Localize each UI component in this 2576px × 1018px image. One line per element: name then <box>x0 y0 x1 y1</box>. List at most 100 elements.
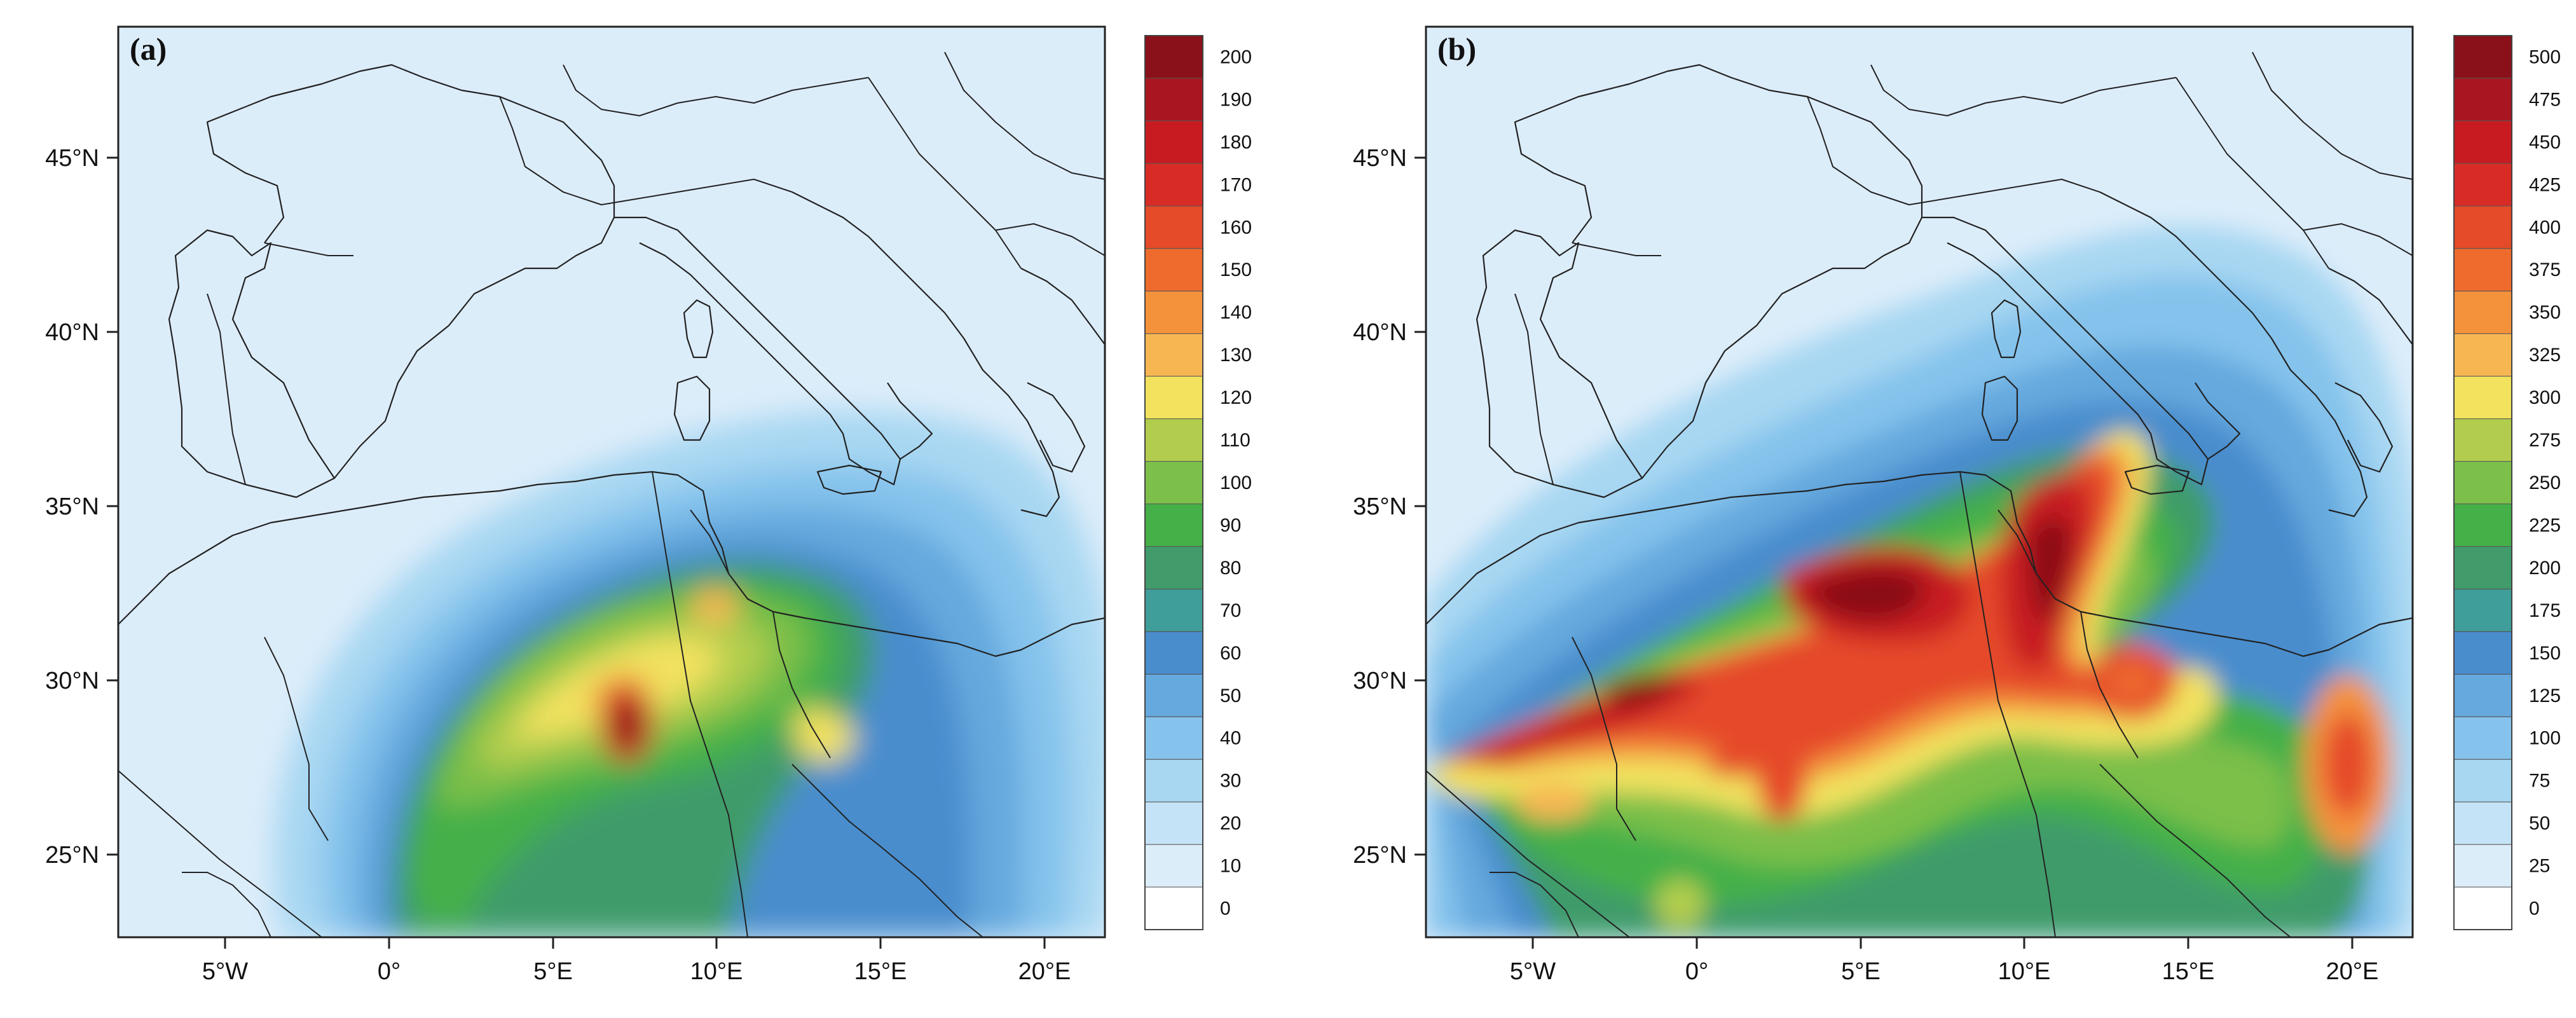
colorbar-label: 60 <box>1220 643 1241 664</box>
lon-axis-b <box>1531 937 2353 949</box>
colorbar-label: 50 <box>2529 813 2550 834</box>
colorbar-label: 25 <box>2529 856 2550 877</box>
lat-tick-label: 40°N <box>45 319 99 346</box>
lon-tick-label: 5°W <box>1510 958 1556 985</box>
lon-tick-label: 10°E <box>1998 958 2051 985</box>
lat-tick-label: 30°N <box>1353 668 1407 694</box>
colorbar-swatch <box>2453 205 2512 249</box>
colorbar-label: 375 <box>2529 259 2561 280</box>
colorbar-swatch <box>1144 461 1203 504</box>
lon-tick-label: 10°E <box>690 958 743 985</box>
colorbar-label: 50 <box>1220 685 1241 706</box>
colorbar-swatch <box>2453 759 2512 802</box>
colorbar-swatch <box>2453 163 2512 207</box>
lon-tick-label: 5°E <box>533 958 573 985</box>
colorbar-label: 300 <box>2529 387 2561 408</box>
colorbar-frame <box>2453 35 2512 930</box>
colorbar-label: 475 <box>2529 89 2561 110</box>
lat-axis-b <box>1415 156 1426 856</box>
colorbar-swatch <box>2453 716 2512 760</box>
colorbar-label: 40 <box>1220 728 1241 749</box>
map-panel-a: (a) 45°N 40°N 35°N 30°N 25°N 5°W 0° 5°E … <box>45 25 1252 985</box>
lon-tick-label: 15°E <box>854 958 907 985</box>
colorbar-swatch <box>1144 205 1203 249</box>
lat-tick-label: 35°N <box>1353 493 1407 520</box>
lat-tick-label: 30°N <box>45 668 99 694</box>
colorbar-label: 200 <box>1220 46 1252 67</box>
lat-tick-label: 25°N <box>45 842 99 869</box>
colorbar-swatch <box>1144 631 1203 675</box>
colorbar-label: 0 <box>2529 898 2540 919</box>
colorbar-label: 100 <box>2529 728 2561 749</box>
lat-tick-label: 40°N <box>1353 319 1407 346</box>
colorbar-label: 180 <box>1220 132 1252 153</box>
colorbar-label: 400 <box>2529 217 2561 238</box>
colorbar-label: 325 <box>2529 345 2561 366</box>
colorbar-label: 150 <box>2529 643 2561 664</box>
lat-tick-label: 45°N <box>1353 145 1407 172</box>
colorbar-swatch <box>2453 588 2512 632</box>
colorbar-label: 225 <box>2529 515 2561 536</box>
colorbar-label: 500 <box>2529 46 2561 67</box>
colorbar-swatch <box>1144 546 1203 589</box>
colorbar-swatch <box>2453 78 2512 121</box>
colorbar-b: 0 25 50 75 100 125 150 175 200 225 250 275 300 325 350… <box>2453 35 2561 930</box>
colorbar-swatch <box>2453 673 2512 717</box>
colorbar-label: 170 <box>1220 174 1252 195</box>
colorbar-swatch <box>2453 291 2512 334</box>
colorbar-swatch <box>1144 801 1203 845</box>
colorbar-swatch <box>1144 759 1203 802</box>
colorbar-label: 200 <box>2529 558 2561 579</box>
colorbar-swatch <box>1144 588 1203 632</box>
colorbar-label: 90 <box>1220 515 1241 536</box>
colorbar-swatch <box>2453 844 2512 888</box>
colorbar-swatch <box>2453 120 2512 164</box>
colorbar-swatch <box>1144 844 1203 888</box>
lon-tick-label: 5°W <box>202 958 248 985</box>
colorbar-swatch <box>2453 35 2512 79</box>
colorbar-label: 190 <box>1220 89 1252 110</box>
colorbar-swatch <box>2453 376 2512 420</box>
colorbar-swatch <box>1144 503 1203 547</box>
colorbar-label: 250 <box>2529 472 2561 493</box>
lat-tick-label: 45°N <box>45 145 99 172</box>
colorbar-a: 0 10 20 30 40 50 60 70 80 90 100 110 120 130 140 150 160… <box>1144 35 1252 930</box>
lon-tick-label: 5°E <box>1841 958 1881 985</box>
lon-tick-label: 0° <box>378 958 401 985</box>
colorbar-swatch <box>1144 248 1203 292</box>
colorbar-label: 160 <box>1220 217 1252 238</box>
colorbar-label: 140 <box>1220 302 1252 323</box>
map-frame-a <box>117 25 1106 939</box>
colorbar-swatch <box>1144 376 1203 420</box>
colorbar-swatch <box>2453 333 2512 377</box>
colorbar-swatch <box>2453 503 2512 547</box>
colorbar-label: 120 <box>1220 387 1252 408</box>
colorbar-swatch <box>2453 461 2512 504</box>
colorbar-swatch <box>1144 120 1203 164</box>
colorbar-swatch <box>2453 801 2512 845</box>
map-frame-b <box>1425 25 2414 939</box>
lat-axis-a <box>107 156 118 856</box>
colorbar-label: 10 <box>1220 856 1241 877</box>
colorbar-swatch <box>1144 291 1203 334</box>
colorbar-label: 30 <box>1220 771 1241 792</box>
lon-tick-label: 20°E <box>2326 958 2379 985</box>
colorbar-label: 20 <box>1220 813 1241 834</box>
colorbar-label: 350 <box>2529 302 2561 323</box>
colorbar-label: 0 <box>1220 898 1231 919</box>
colorbar-swatch <box>1144 78 1203 121</box>
colorbar-label: 425 <box>2529 174 2561 195</box>
colorbar-swatch <box>1144 418 1203 462</box>
colorbar-label: 75 <box>2529 771 2550 792</box>
colorbar-swatch <box>1144 163 1203 207</box>
colorbar-label: 125 <box>2529 685 2561 706</box>
colorbar-swatch <box>2453 418 2512 462</box>
colorbar-swatch <box>2453 631 2512 675</box>
lat-tick-label: 35°N <box>45 493 99 520</box>
lat-tick-label: 25°N <box>1353 842 1407 869</box>
colorbar-label: 70 <box>1220 600 1241 621</box>
panel-letter-a: (a) <box>130 31 167 67</box>
lon-tick-label: 20°E <box>1018 958 1071 985</box>
lon-tick-label: 0° <box>1685 958 1708 985</box>
colorbar-swatch <box>2453 886 2512 930</box>
